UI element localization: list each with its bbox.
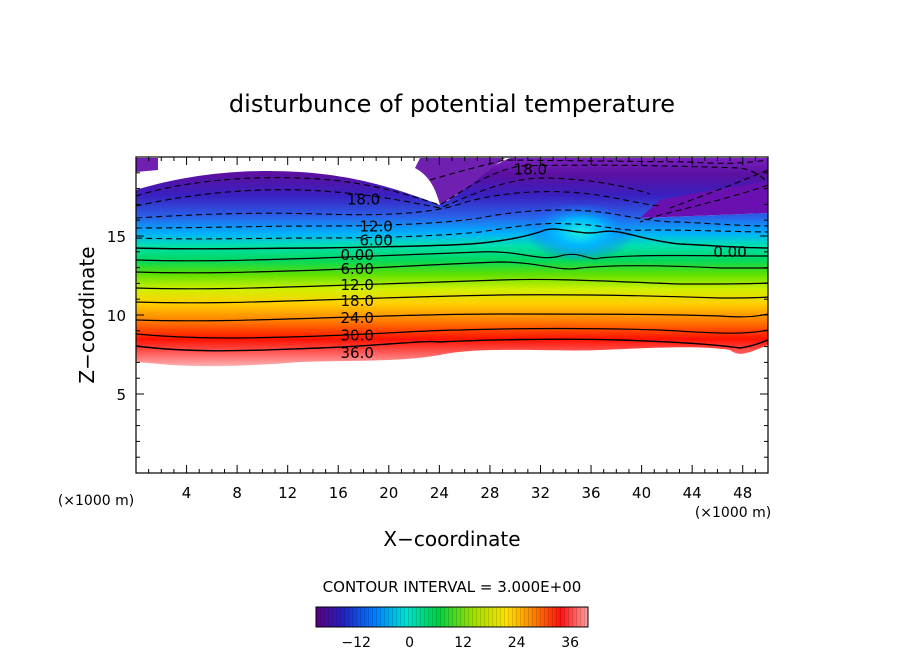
x-tick-label: 48 — [733, 484, 752, 502]
upper-middle-region — [415, 158, 505, 205]
x-tick-label: 40 — [632, 484, 651, 502]
contour-line-pos — [136, 313, 768, 322]
contour-label: 24.0 — [340, 309, 373, 327]
contour-line-zero — [136, 228, 768, 250]
contour-line-pos — [136, 338, 768, 352]
colorbar-tick-label: 0 — [405, 635, 414, 651]
colorbar-frame — [315, 606, 589, 628]
contour-line-pos — [136, 251, 768, 262]
x-tick-label: 8 — [232, 484, 242, 502]
contour-label: 36.0 — [340, 344, 373, 362]
contour-line-neg — [136, 177, 651, 209]
contour-line-pos — [136, 261, 768, 274]
contour-lines — [136, 159, 768, 352]
x-tick-label: 4 — [182, 484, 192, 502]
colorbar-tick-label: −12 — [341, 635, 371, 651]
contour-labels: 18.018.012.06.000.00 0.006.0012.018.024.0… — [340, 161, 746, 362]
colorbar-tick-labels: −12 0 12 24 36 — [341, 635, 579, 651]
contour-label: 18.0 — [514, 161, 547, 179]
contour-label: 0.00 — [713, 243, 746, 261]
contour-label: 18.0 — [347, 191, 380, 209]
colorbar-tick-label: 12 — [454, 635, 472, 651]
contour-line-neg — [639, 184, 768, 223]
contour-label: 12.0 — [359, 218, 392, 236]
x-tick-label: 16 — [329, 484, 348, 502]
contour-line-neg — [136, 222, 768, 240]
y-tick-label: 5 — [116, 386, 126, 404]
filled-contour-region — [136, 158, 158, 172]
x-units-left: (×1000 m) — [58, 493, 134, 509]
y-tick-label: 10 — [107, 307, 126, 325]
contour-line-pos — [136, 278, 768, 290]
chart-title: disturbunce of potential temperature — [229, 90, 675, 118]
x-tick-label: 36 — [581, 484, 600, 502]
contour-label: 18.0 — [340, 292, 373, 310]
colorbar-subdivisions — [316, 607, 588, 627]
contour-line-pos — [136, 327, 768, 339]
x-tick-label: 44 — [683, 484, 702, 502]
contour-interval-label: CONTOUR INTERVAL = 3.000E+00 — [323, 578, 582, 596]
colorbar-tick-label: 36 — [561, 635, 579, 651]
x-tick-label: 32 — [531, 484, 550, 502]
contour-label: 6.00 — [340, 260, 373, 278]
upper-right-region — [640, 182, 768, 218]
contour-line-neg — [136, 164, 768, 206]
x-tick-label: 24 — [430, 484, 449, 502]
y-tick-label: 15 — [107, 228, 126, 246]
contour-field — [136, 158, 768, 367]
contour-label: 6.00 — [359, 232, 392, 250]
y-axis-title: Z−coordinate — [75, 246, 99, 383]
x-axis-title: X−coordinate — [383, 527, 520, 551]
contour-line-pos — [136, 294, 768, 304]
contour-line-neg — [429, 159, 768, 181]
contour-label: 12.0 — [340, 276, 373, 294]
x-units-right: (×1000 m) — [695, 505, 771, 521]
x-tick-label: 28 — [480, 484, 499, 502]
x-tick-label: 12 — [278, 484, 297, 502]
colorbar: −12 0 12 24 36 — [315, 606, 589, 651]
contour-line-neg — [669, 169, 768, 209]
contour-line-neg — [136, 209, 768, 229]
colorbar-tick-label: 24 — [508, 635, 526, 651]
contour-label: 30.0 — [340, 327, 373, 345]
contour-label: 0.00 — [340, 246, 373, 264]
x-tick-label: 20 — [379, 484, 398, 502]
contour-line-neg — [136, 191, 661, 219]
